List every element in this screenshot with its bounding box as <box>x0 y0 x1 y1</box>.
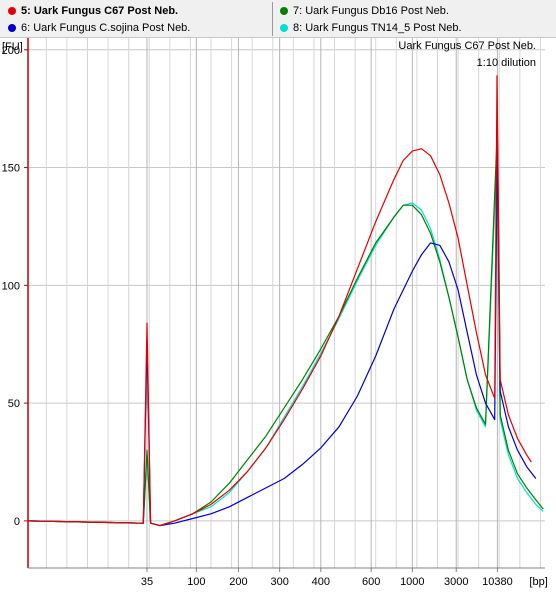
chart-title: Uark Fungus C67 Post Neb. <box>398 40 536 52</box>
red-dot-icon <box>8 7 16 15</box>
green-dot-icon <box>280 7 288 15</box>
x-tick-label: 10380 <box>482 576 513 588</box>
x-tick-label: 200 <box>229 576 247 588</box>
legend-label-c67: 5: Uark Fungus C67 Post Neb. <box>21 5 179 17</box>
series-line <box>27 131 537 527</box>
y-axis-label: [FU] <box>2 41 23 53</box>
legend-label-db16: 7: Uark Fungus Db16 Post Neb. <box>293 5 449 17</box>
axes <box>27 38 545 569</box>
x-tick-label: 400 <box>312 576 330 588</box>
x-tick-label: [bp] <box>529 576 547 588</box>
y-tick-label: 200 <box>2 45 20 57</box>
legend-separator <box>272 2 273 36</box>
series-line <box>27 143 544 527</box>
electropherogram-chart[interactable]: 0 50 100 150 200 35 100 200 300 400 600 1000 3000 10… <box>0 38 556 603</box>
x-tick-label: 300 <box>270 576 288 588</box>
y-tick-label: 0 <box>14 516 20 528</box>
x-tick-label: 600 <box>362 576 380 588</box>
legend-label-csojina: 6: Uark Fungus C.sojina Post Neb. <box>21 22 191 34</box>
series-lines <box>27 75 544 527</box>
x-axis-ticks: 35 100 200 300 400 600 1000 3000 10380 [bp] <box>141 568 548 588</box>
y-tick-label: 100 <box>2 280 20 292</box>
grid-lines <box>28 38 545 568</box>
blue-dot-icon <box>8 24 16 32</box>
legend-bar: 5: Uark Fungus C67 Post Neb. 6: Uark Fun… <box>0 0 556 38</box>
series-line <box>27 136 544 527</box>
x-tick-label: 3000 <box>444 576 468 588</box>
x-tick-label: 1000 <box>400 576 424 588</box>
x-tick-label: 100 <box>187 576 205 588</box>
y-tick-label: 150 <box>2 163 20 175</box>
legend-label-tn14: 8: Uark Fungus TN14_5 Post Neb. <box>293 22 462 34</box>
x-tick-label: 35 <box>141 576 153 588</box>
y-axis-ticks: 0 50 100 150 200 <box>2 45 28 528</box>
chart-subtitle: 1:10 dilution <box>476 57 536 69</box>
y-tick-label: 50 <box>8 398 20 410</box>
cyan-dot-icon <box>280 24 288 32</box>
series-line <box>27 75 532 527</box>
